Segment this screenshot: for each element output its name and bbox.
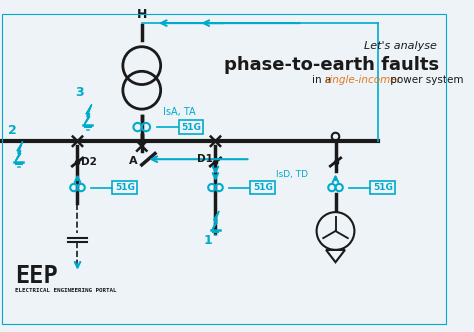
Text: phase-to-earth faults: phase-to-earth faults xyxy=(224,56,439,74)
Text: 51G: 51G xyxy=(115,183,135,192)
Text: IsA, TA: IsA, TA xyxy=(163,107,195,117)
Polygon shape xyxy=(212,211,219,230)
Text: D1: D1 xyxy=(197,154,212,164)
Polygon shape xyxy=(15,142,22,162)
Text: 2: 2 xyxy=(8,124,17,136)
Text: 51G: 51G xyxy=(181,123,201,131)
Text: 51G: 51G xyxy=(373,183,392,192)
Bar xyxy=(112,181,137,194)
Text: single-incomer: single-incomer xyxy=(325,75,402,85)
Text: H: H xyxy=(137,8,147,21)
Polygon shape xyxy=(84,105,91,125)
Text: power system: power system xyxy=(387,75,464,85)
Bar xyxy=(371,181,395,194)
Text: 51G: 51G xyxy=(253,183,273,192)
Text: 3: 3 xyxy=(75,86,84,99)
Text: Let's analyse: Let's analyse xyxy=(364,42,437,51)
Text: D2: D2 xyxy=(81,157,97,167)
Text: ELECTRICAL ENGINEERING PORTAL: ELECTRICAL ENGINEERING PORTAL xyxy=(15,288,117,293)
Bar xyxy=(250,181,275,194)
Text: 1: 1 xyxy=(203,234,212,247)
Text: EEP: EEP xyxy=(15,264,58,289)
Bar xyxy=(179,121,203,134)
Text: in a: in a xyxy=(312,75,334,85)
Text: IsD, TD: IsD, TD xyxy=(276,170,308,179)
Text: A: A xyxy=(129,156,137,166)
